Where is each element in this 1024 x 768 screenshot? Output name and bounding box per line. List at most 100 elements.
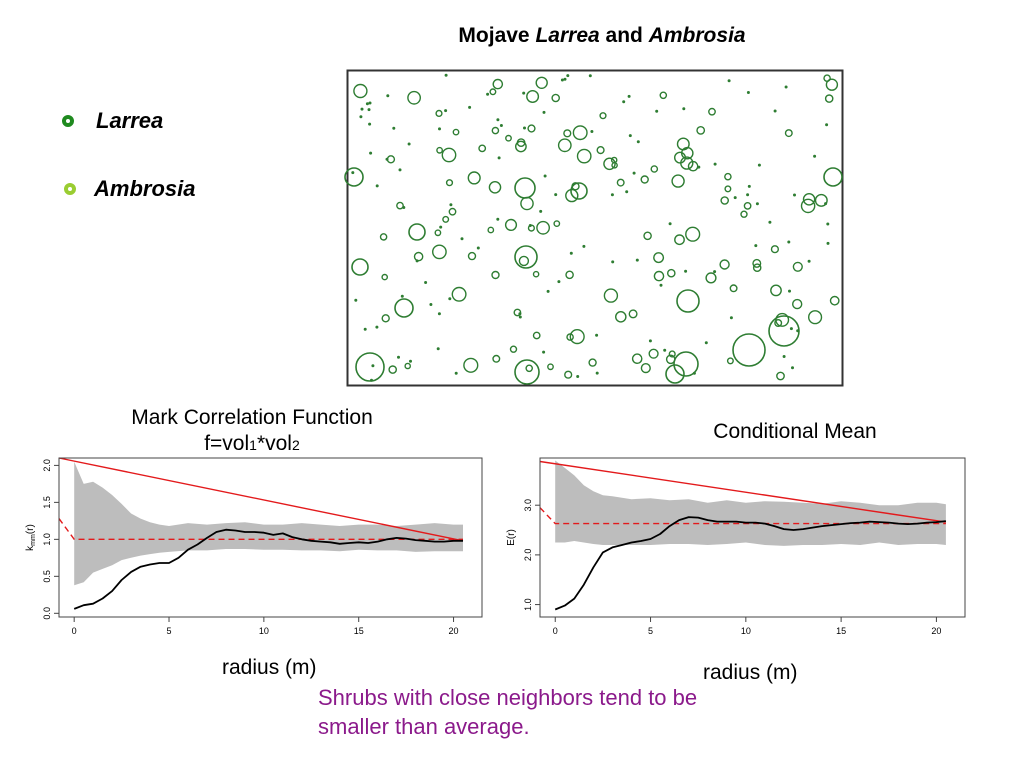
- shrub-point: [413, 251, 424, 262]
- shrub-point: [543, 174, 547, 178]
- legend-item-ambrosia: Ambrosia: [64, 176, 195, 202]
- shrub-point: [429, 303, 433, 306]
- shrub-point: [546, 289, 550, 293]
- shrub-point: [671, 174, 685, 188]
- shrub-point: [451, 286, 467, 302]
- shrub-point: [800, 198, 816, 214]
- shrub-point: [787, 240, 791, 244]
- shrub-point: [773, 109, 777, 113]
- cm-xtick-label: 10: [741, 626, 751, 636]
- shrub-point: [351, 171, 355, 175]
- shrub-point: [360, 107, 364, 111]
- title-and: and: [605, 24, 643, 47]
- shrub-point: [823, 167, 843, 187]
- shrub-point: [747, 184, 751, 188]
- shrub-point: [724, 172, 732, 181]
- shrub-point: [792, 298, 803, 310]
- shrub-point: [454, 371, 458, 375]
- shrub-point: [514, 359, 540, 385]
- shrub-point: [635, 258, 639, 262]
- legend-label-ambrosia: Ambrosia: [94, 176, 196, 201]
- shrub-point: [557, 280, 561, 284]
- shrub-point: [692, 371, 696, 375]
- mcf-xtick-label: 0: [72, 626, 77, 636]
- shrub-point: [394, 298, 414, 318]
- shrub-point: [516, 138, 526, 148]
- shrub-point: [611, 260, 615, 264]
- shrub-point: [599, 112, 607, 120]
- cm-xtick-label: 20: [931, 626, 941, 636]
- mcf-ytick-label: 1.5: [42, 496, 52, 509]
- shrub-point: [628, 134, 632, 138]
- shrub-point: [757, 163, 761, 167]
- shrub-point: [775, 312, 790, 327]
- shrub-point: [802, 193, 816, 206]
- shrub-point: [789, 327, 793, 331]
- shrub-point: [344, 167, 364, 187]
- shrub-point: [368, 101, 372, 105]
- shrub-point: [463, 357, 479, 373]
- shrub-point: [499, 124, 503, 127]
- shrub-point: [435, 109, 443, 118]
- mcf-ytick-label: 2.0: [42, 459, 52, 472]
- title-ambrosia: Ambrosia: [648, 24, 746, 47]
- shrub-points: [344, 73, 843, 385]
- shrub-point: [396, 201, 404, 210]
- shrub-point: [663, 348, 667, 352]
- cm-envelope: [555, 460, 946, 546]
- shrub-point: [788, 289, 791, 293]
- shrub-point: [826, 241, 830, 245]
- shrub-point: [526, 90, 540, 104]
- shrub-point: [752, 258, 762, 268]
- shrub-point: [676, 289, 700, 313]
- shrub-point: [434, 229, 442, 237]
- shrub-point: [708, 107, 716, 116]
- shrub-point: [535, 76, 548, 90]
- shrub-point: [547, 363, 554, 371]
- mcf-xtick-label: 10: [259, 626, 269, 636]
- mcf-ylabel: kmm(r): [25, 524, 37, 551]
- shrub-point: [409, 359, 412, 363]
- mcf-xtick-label: 20: [449, 626, 459, 636]
- shrub-point: [408, 223, 426, 241]
- shrub-point: [452, 128, 460, 136]
- shrub-point: [724, 185, 732, 193]
- shrub-point: [687, 160, 699, 172]
- shrub-point: [755, 202, 759, 206]
- cm-xlabel: radius (m): [703, 661, 798, 684]
- shrub-point: [542, 110, 546, 114]
- shrub-point: [596, 145, 605, 155]
- shrub-point: [363, 327, 367, 331]
- legend-label-larrea: Larrea: [96, 108, 164, 133]
- shrub-point: [774, 318, 783, 327]
- shrub-point: [640, 363, 651, 374]
- mcf-formula-a: f=vol: [204, 432, 250, 455]
- shrub-point: [743, 201, 752, 210]
- shrub-point: [523, 126, 526, 130]
- title-larrea: Larrea: [535, 24, 600, 47]
- shrub-point: [673, 351, 699, 377]
- conditional-mean-chart: 0 5 10 15 20 1.0 2.0 3.0 E(r): [506, 457, 966, 636]
- cm-ytick-label: 1.0: [523, 598, 533, 611]
- shrub-point: [569, 251, 573, 255]
- shrub-point: [650, 165, 659, 173]
- shrub-point: [784, 85, 788, 89]
- cm-trend-line: [539, 460, 947, 523]
- shrub-point: [826, 222, 830, 226]
- conclusion-note: Shrubs with close neighbors tend to be s…: [318, 685, 698, 739]
- cm-ylabel: E(r): [506, 529, 517, 546]
- shrub-point: [539, 209, 543, 213]
- shrub-point: [359, 115, 363, 119]
- shrub-point: [353, 83, 368, 99]
- mcf-reference-line: [58, 518, 463, 541]
- shrub-point: [825, 78, 839, 91]
- shrub-point: [588, 74, 592, 78]
- shrub-point: [563, 129, 572, 138]
- shrub-point: [532, 270, 540, 278]
- mcf-title-line1: Mark Correlation Function: [131, 406, 373, 429]
- shrub-point: [467, 251, 477, 261]
- shrub-point: [492, 354, 501, 363]
- mcf-xtick-label: 5: [167, 626, 172, 636]
- shrub-point: [665, 354, 676, 365]
- shrub-point: [655, 109, 659, 113]
